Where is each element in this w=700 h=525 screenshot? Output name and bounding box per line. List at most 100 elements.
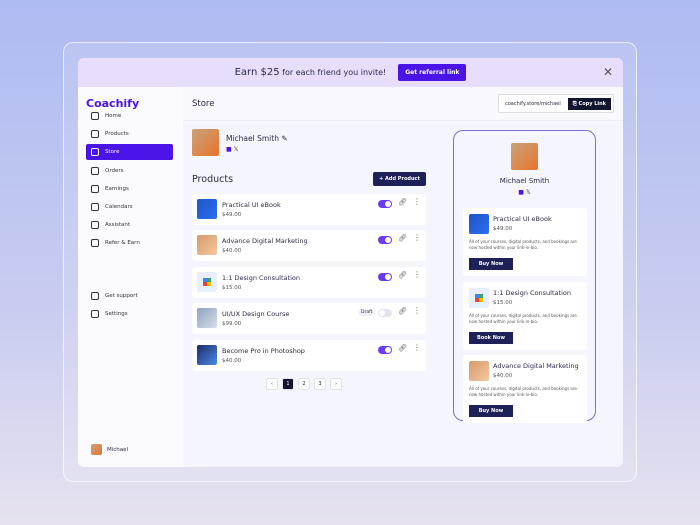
product-name: 1:1 Design Consultation	[222, 273, 300, 282]
user-name: Michael	[107, 446, 129, 453]
sidebar: Coachify Home Products Store Orders Earnings…	[78, 87, 183, 467]
nav-icon	[91, 221, 99, 230]
preview-product-card: 1:1 Design Consultation $15.00 All of your…	[463, 281, 587, 350]
product-thumbnail	[197, 199, 217, 219]
header: Store coachify.store/michael ⎘ Copy Link	[183, 87, 623, 121]
link-icon[interactable]: 🔗︎	[398, 270, 407, 279]
buy-button[interactable]: Buy Now	[469, 405, 513, 417]
referral-banner: Earn $25 for each friend you invite! Get…	[78, 58, 623, 87]
store-link[interactable]: coachify.store/michael	[505, 100, 561, 107]
product-toggle[interactable]	[378, 309, 392, 318]
prev-page-button[interactable]: ‹	[266, 378, 278, 390]
profile: Michael Smith ✎ ■ 𝕏	[192, 129, 288, 156]
product-price: $40.00	[222, 248, 242, 255]
product-price: $49.00	[222, 212, 242, 218]
product-price: $99.00	[222, 321, 242, 328]
more-icon[interactable]: ⋮	[413, 197, 421, 206]
next-page-button[interactable]: ›	[330, 378, 342, 390]
more-icon[interactable]: ⋮	[413, 306, 421, 316]
product-thumbnail	[197, 235, 217, 256]
product-row[interactable]: UI/UX Design Course $99.00 Draft 🔗︎ ⋮	[192, 303, 426, 335]
copy-link-button[interactable]: ⎘ Copy Link	[567, 97, 611, 110]
sidebar-item-refer-earn[interactable]: Refer & Earn	[86, 235, 173, 251]
nav-icon	[91, 148, 99, 157]
x-icon[interactable]: 𝕏	[233, 146, 239, 153]
profile-name: Michael Smith ✎	[226, 134, 288, 143]
linkedin-icon[interactable]: ■	[518, 189, 524, 196]
draft-badge: Draft	[358, 309, 376, 317]
app-window: Earn $25 for each friend you invite! Get…	[78, 58, 623, 467]
nav-icon	[91, 184, 99, 193]
more-icon[interactable]: ⋮	[413, 233, 421, 243]
product-thumbnail	[197, 308, 217, 329]
page-title: Store	[192, 99, 215, 109]
page-button[interactable]: 2	[298, 378, 310, 390]
product-row[interactable]: 1:1 Design Consultation $15.00 🔗︎ ⋮	[192, 266, 426, 298]
x-icon[interactable]: 𝕏	[525, 189, 531, 196]
sidebar-item-earnings[interactable]: Earnings	[86, 181, 173, 197]
product-row[interactable]: Become Pro in Photoshop $40.00 🔗︎ ⋮	[192, 339, 426, 371]
nav-icon	[91, 310, 99, 319]
buy-button[interactable]: Buy Now	[469, 258, 513, 270]
logo: Coachify	[86, 97, 140, 110]
product-toggle[interactable]	[378, 200, 392, 208]
product-thumbnail	[197, 271, 217, 292]
close-icon[interactable]: ✕	[602, 65, 613, 79]
product-description: All of your courses, digital products, a…	[469, 239, 577, 250]
sidebar-item-get-support[interactable]: Get support	[86, 288, 173, 304]
product-name: Advance Digital Marketing	[222, 237, 308, 246]
user-profile[interactable]: Michael	[91, 444, 128, 455]
get-referral-link-button[interactable]: Get referral link	[398, 64, 467, 81]
store-link-box: coachify.store/michael ⎘ Copy Link	[498, 94, 614, 113]
product-thumbnail	[197, 344, 217, 365]
products-heading: Products	[192, 174, 234, 185]
edit-icon[interactable]: ✎	[281, 134, 288, 143]
product-name: 1:1 Design Consultation	[493, 288, 571, 297]
avatar	[91, 444, 102, 455]
store-preview: Michael Smith ■ 𝕏 Practical UI eBook $49.…	[453, 130, 596, 423]
nav-icon	[91, 239, 99, 248]
product-name: Become Pro in Photoshop	[222, 346, 305, 355]
link-icon[interactable]: 🔗︎	[398, 343, 407, 352]
link-icon[interactable]: 🔗︎	[398, 198, 407, 206]
sidebar-item-calendars[interactable]: Calendars	[86, 199, 173, 215]
sidebar-item-store[interactable]: Store	[86, 144, 173, 161]
sidebar-item-products[interactable]: Products	[86, 126, 173, 142]
banner-text: Earn $25 for each friend you invite!	[234, 67, 387, 78]
link-icon[interactable]: 🔗︎	[398, 307, 407, 316]
preview-name: Michael Smith	[499, 177, 550, 185]
linkedin-icon[interactable]: ■	[226, 146, 232, 153]
product-row[interactable]: Practical UI eBook $49.00 🔗︎ ⋮	[192, 194, 426, 225]
product-name: Practical UI eBook	[222, 201, 281, 209]
more-icon[interactable]: ⋮	[413, 269, 421, 279]
page-button[interactable]: 3	[314, 378, 326, 390]
sidebar-item-label: Assistant	[105, 222, 131, 229]
sidebar-item-orders[interactable]: Orders	[86, 163, 173, 179]
buy-button[interactable]: Book Now	[469, 331, 513, 344]
sidebar-item-label: Refer & Earn	[105, 240, 140, 247]
sidebar-item-label: Products	[105, 131, 129, 138]
product-price: $15.00	[493, 299, 513, 306]
product-toggle[interactable]	[378, 236, 392, 245]
product-thumbnail	[469, 287, 489, 308]
product-thumbnail	[469, 214, 489, 234]
sidebar-item-label: Home	[105, 113, 122, 119]
product-description: All of your courses, digital products, a…	[469, 386, 577, 397]
product-row[interactable]: Advance Digital Marketing $40.00 🔗︎ ⋮	[192, 230, 426, 262]
nav-icon	[91, 130, 99, 139]
product-price: $40.00	[493, 373, 513, 379]
sidebar-item-home[interactable]: Home	[86, 108, 173, 124]
more-icon[interactable]: ⋮	[413, 342, 421, 352]
product-toggle[interactable]	[378, 345, 392, 354]
nav-icon	[91, 203, 99, 211]
product-thumbnail	[469, 361, 489, 381]
sidebar-item-assistant[interactable]: Assistant	[86, 217, 173, 233]
product-price: $49.00	[493, 226, 513, 232]
add-product-button[interactable]: + Add Product	[373, 172, 426, 186]
product-toggle[interactable]	[378, 272, 392, 281]
product-price: $40.00	[222, 357, 242, 364]
sidebar-item-settings[interactable]: Settings	[86, 306, 173, 322]
product-price: $15.00	[222, 284, 242, 291]
link-icon[interactable]: 🔗︎	[398, 234, 407, 243]
page-button[interactable]: 1	[282, 378, 294, 390]
